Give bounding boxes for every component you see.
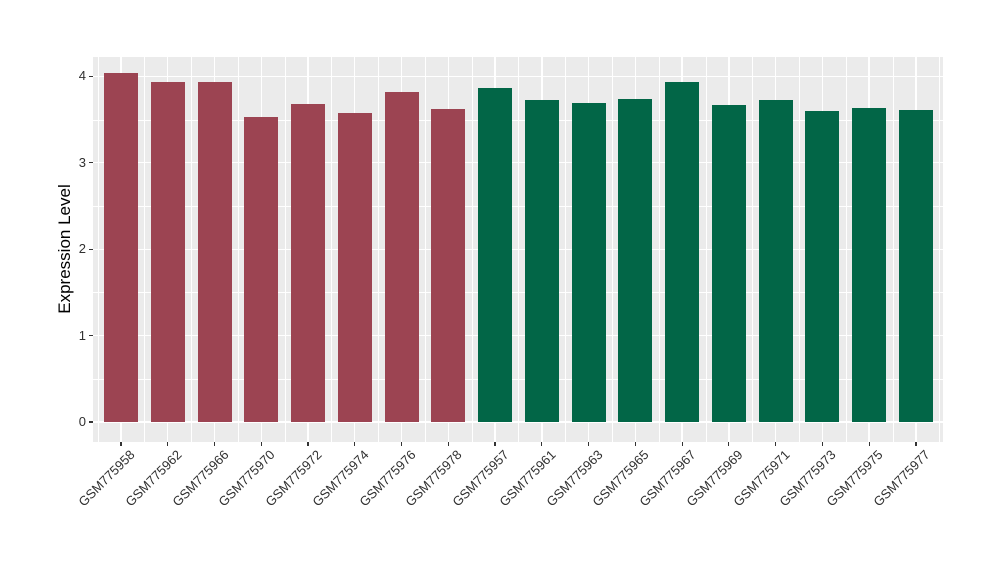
bar-GSM775972: [291, 104, 326, 422]
x-tick-mark: [681, 442, 683, 446]
bar-GSM775961: [524, 99, 559, 422]
x-tick-mark: [821, 442, 823, 446]
bar-GSM775966: [197, 81, 232, 422]
x-tick-mark: [260, 442, 262, 446]
x-tick-mark: [775, 442, 777, 446]
minor-gridline-v: [892, 57, 894, 442]
x-tick-mark: [354, 442, 356, 446]
minor-gridline-v: [331, 57, 333, 442]
x-tick-mark: [120, 442, 122, 446]
bar-GSM775957: [478, 87, 513, 422]
x-tick-mark: [728, 442, 730, 446]
y-tick-label: 4: [78, 68, 86, 84]
bar-GSM775973: [805, 110, 840, 422]
major-gridline-h: [93, 421, 943, 423]
minor-gridline-h: [93, 292, 943, 294]
minor-gridline-v: [424, 57, 426, 442]
minor-gridline-v: [611, 57, 613, 442]
x-tick-mark: [307, 442, 309, 446]
major-gridline-h: [93, 75, 943, 78]
x-tick-mark: [915, 442, 917, 446]
major-gridline-h: [93, 334, 943, 337]
bar-GSM775975: [852, 107, 887, 422]
bar-GSM775974: [337, 112, 372, 422]
minor-gridline-v: [97, 57, 99, 442]
x-tick-mark: [541, 442, 543, 446]
minor-gridline-v: [799, 57, 800, 442]
x-tick-mark: [213, 442, 216, 446]
bar-GSM775978: [431, 109, 466, 422]
y-tick-mark: [89, 335, 93, 337]
minor-gridline-v: [237, 57, 239, 442]
x-tick-mark: [868, 442, 870, 446]
minor-gridline-v: [705, 57, 707, 442]
minor-gridline-h: [93, 378, 943, 380]
minor-gridline-v: [752, 57, 753, 442]
y-tick-label: 2: [78, 241, 86, 257]
minor-gridline-h: [93, 119, 943, 121]
y-tick-mark: [89, 162, 93, 164]
minor-gridline-v: [378, 57, 379, 442]
minor-gridline-v: [565, 57, 566, 442]
y-tick-label: 1: [78, 327, 86, 343]
minor-gridline-v: [658, 57, 660, 442]
minor-gridline-v: [845, 57, 847, 442]
bar-GSM775963: [571, 103, 606, 422]
bar-GSM775970: [244, 117, 279, 422]
bar-GSM775969: [711, 104, 746, 422]
y-tick-mark: [89, 421, 93, 423]
y-tick-mark: [89, 75, 93, 77]
x-tick-mark: [588, 442, 590, 446]
minor-gridline-v: [284, 57, 286, 442]
plot-panel: [93, 57, 943, 442]
minor-gridline-v: [191, 57, 192, 442]
bar-GSM775958: [104, 72, 138, 422]
x-tick-mark: [167, 442, 169, 446]
bar-GSM775971: [758, 99, 793, 422]
bar-GSM775977: [898, 110, 933, 422]
bar-GSM775965: [618, 98, 653, 422]
minor-gridline-v: [939, 57, 940, 442]
x-tick-mark: [494, 442, 496, 446]
minor-gridline-v: [144, 57, 146, 442]
bar-GSM775967: [665, 82, 700, 422]
y-tick-label: 3: [78, 154, 86, 170]
major-gridline-h: [93, 162, 943, 164]
x-tick-mark: [634, 442, 636, 446]
bar-GSM775962: [150, 82, 185, 422]
x-tick-mark: [447, 442, 449, 446]
major-gridline-h: [93, 248, 943, 250]
minor-gridline-v: [471, 57, 473, 442]
minor-gridline-v: [518, 57, 520, 442]
minor-gridline-h: [93, 206, 943, 207]
x-tick-mark: [400, 442, 403, 446]
y-tick-label: 0: [78, 414, 86, 429]
bar-GSM775976: [384, 91, 419, 422]
y-tick-mark: [89, 248, 93, 250]
